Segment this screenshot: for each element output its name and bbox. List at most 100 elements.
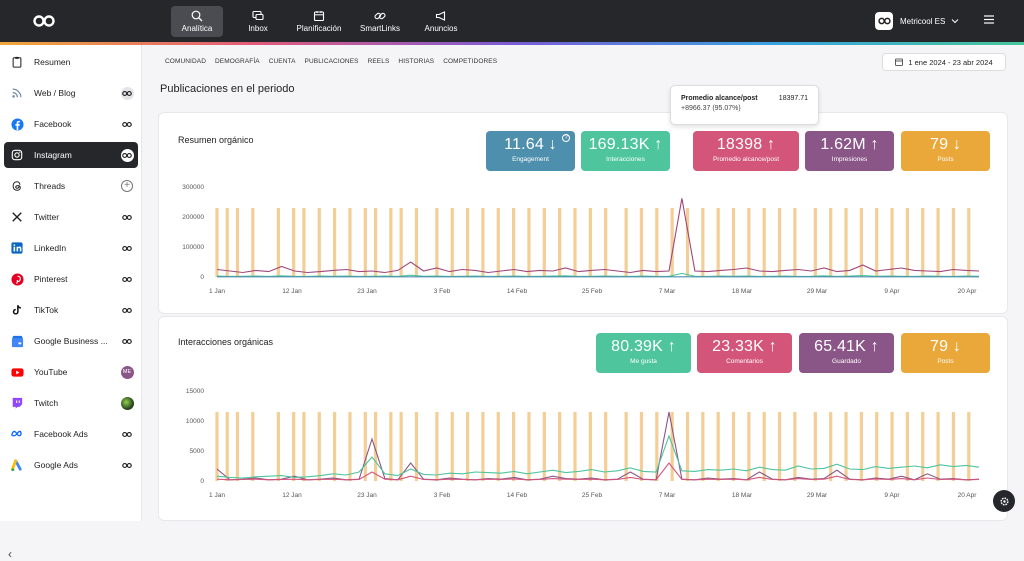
tooltip-title: Promedio alcance/post: [681, 95, 758, 102]
post-bar: [747, 412, 751, 481]
kpi-posts[interactable]: 79 ↓ Posts: [901, 131, 990, 171]
kpi-impresiones[interactable]: 1.62M ↑ Impresiones: [805, 131, 894, 171]
post-bar: [655, 208, 659, 277]
sidebar-item-linkedin[interactable]: LinkedIn: [4, 235, 138, 261]
post-bar: [292, 208, 296, 277]
tab-comunidad[interactable]: COMUNIDAD: [165, 58, 206, 65]
connection-status-icon: [120, 272, 134, 286]
post-bar: [333, 208, 337, 277]
sidebar-item-web-blog[interactable]: Web / Blog: [4, 80, 138, 106]
kpi-value: 169.13K ↑: [588, 136, 663, 153]
kpi-comentarios[interactable]: 23.33K ↑ Comentarios: [697, 333, 792, 373]
connection-status-icon: [120, 117, 134, 131]
nav-label: Inbox: [248, 24, 268, 33]
account-selector[interactable]: Metricool ES: [875, 12, 959, 30]
sidebar-item-label: LinkedIn: [34, 243, 67, 253]
post-bar: [450, 208, 454, 277]
date-range-picker[interactable]: 1 ene 2024 - 23 abr 2024: [882, 53, 1006, 71]
sidebar-item-label: Web / Blog: [34, 88, 76, 98]
collapse-sidebar-icon[interactable]: ‹: [8, 547, 12, 561]
post-bar: [685, 412, 690, 481]
sidebar-item-youtube[interactable]: YouTube ME: [4, 359, 138, 385]
sidebar-item-google-ads[interactable]: Google Ads: [4, 452, 138, 478]
metricool-logo[interactable]: [33, 14, 55, 28]
kpi-label: Promedio alcance/post: [712, 156, 780, 163]
nav-inbox[interactable]: Inbox: [238, 6, 278, 37]
post-bar: [251, 208, 255, 277]
kpi-interacciones[interactable]: 169.13K ↑ Interacciones: [581, 131, 670, 171]
chart-resumen-organico[interactable]: 0 100000 200000 300000 1 Jan 12 Jan 23 Jan 3 Fe…: [159, 175, 1009, 300]
avatar: ME: [120, 365, 134, 379]
kpi-me-gusta[interactable]: 80.39K ↑ Me gusta: [596, 333, 691, 373]
post-bar: [829, 412, 833, 481]
youtube-icon: [10, 365, 24, 379]
post-bar: [604, 412, 608, 481]
post-bar: [777, 208, 782, 277]
post-bar: [639, 208, 644, 277]
x-tick-label: 1 Jan: [209, 492, 225, 499]
chart-interacciones-organicas[interactable]: 0 5000 10000 15000 1 Jan 12 Jan 23 Jan 3 Feb 14 …: [159, 379, 1009, 504]
kpi-engagement[interactable]: 11.64 ↓ Engagement?: [486, 131, 575, 171]
help-icon[interactable]: ?: [562, 134, 570, 142]
post-bar: [624, 208, 628, 277]
sidebar-item-facebook-ads[interactable]: Facebook Ads: [4, 421, 138, 447]
post-bar: [225, 208, 229, 277]
post-bar: [276, 208, 280, 277]
calendar-icon: [313, 11, 325, 22]
y-tick-label: 5000: [190, 448, 205, 455]
settings-gear-icon[interactable]: [993, 490, 1015, 512]
nav-analitica[interactable]: Analítica: [171, 6, 223, 37]
nav-smartlinks[interactable]: SmartLinks: [355, 6, 405, 37]
post-bar: [496, 208, 500, 277]
sidebar-item-twitch[interactable]: Twitch: [4, 390, 138, 416]
sidebar-item-threads[interactable]: Threads +: [4, 173, 138, 199]
tooltip-value: 18397.71: [778, 95, 808, 102]
post-bar: [793, 412, 797, 481]
nav-planificacion[interactable]: Planificación: [291, 6, 347, 37]
sidebar-item-tiktok[interactable]: TikTok: [4, 297, 138, 323]
tab-demografia[interactable]: DEMOGRAFÍA: [214, 58, 260, 65]
kpi-guardado[interactable]: 65.41K ↑ Guardado: [799, 333, 894, 373]
post-bar: [793, 208, 797, 277]
sidebar-item-instagram[interactable]: Instagram: [4, 142, 138, 168]
post-bar: [235, 412, 240, 481]
post-bar: [363, 412, 367, 481]
nav-label: Anuncios: [424, 24, 458, 33]
sidebar-item-resumen[interactable]: Resumen: [4, 49, 138, 75]
search-chart-icon: [191, 10, 203, 22]
pinterest-icon: [10, 272, 24, 286]
x-tick-label: 18 Mar: [732, 492, 753, 499]
post-bar: [731, 208, 736, 277]
kpi-posts[interactable]: 79 ↓ Posts: [901, 333, 990, 373]
post-bar: [317, 412, 321, 481]
sidebar-item-pinterest[interactable]: Pinterest: [4, 266, 138, 292]
post-bar: [399, 208, 403, 277]
x-tick-label: 14 Feb: [507, 492, 528, 499]
tab-cuenta[interactable]: CUENTA: [268, 58, 296, 65]
connection-status-icon: ME: [120, 365, 134, 379]
post-bar: [588, 412, 592, 481]
sidebar-item-twitter[interactable]: Twitter: [4, 204, 138, 230]
post-bar: [496, 412, 500, 481]
sidebar-item-facebook[interactable]: Facebook: [4, 111, 138, 137]
kpi-promedio-alcance-post[interactable]: 18398 ↑ Promedio alcance/post: [693, 131, 799, 171]
sidebar-item-google-business[interactable]: Google Business ...: [4, 328, 138, 354]
sidebar-item-label: YouTube: [34, 367, 68, 377]
hamburger-menu-icon[interactable]: [984, 15, 994, 24]
tab-reels[interactable]: REELS: [367, 58, 390, 65]
threads-icon: [10, 179, 24, 193]
kpi-label: Impresiones: [831, 156, 868, 163]
tab-competidores[interactable]: COMPETIDORES: [443, 58, 498, 65]
nav-anuncios[interactable]: Anuncios: [419, 6, 463, 37]
kpi-value: 11.64 ↓: [504, 136, 557, 153]
kpi-value: 79 ↓: [929, 338, 962, 355]
tab-publicaciones[interactable]: PUBLICACIONES: [304, 58, 359, 65]
post-bar: [348, 412, 352, 481]
megaphone-icon: [435, 11, 446, 21]
kpi-value: 79 ↓: [929, 136, 962, 153]
post-bar: [373, 412, 378, 481]
post-bar: [215, 412, 219, 481]
tab-historias[interactable]: HISTORIAS: [398, 58, 435, 65]
account-avatar: [875, 12, 893, 30]
kpi-value: 1.62M ↑: [820, 136, 879, 153]
